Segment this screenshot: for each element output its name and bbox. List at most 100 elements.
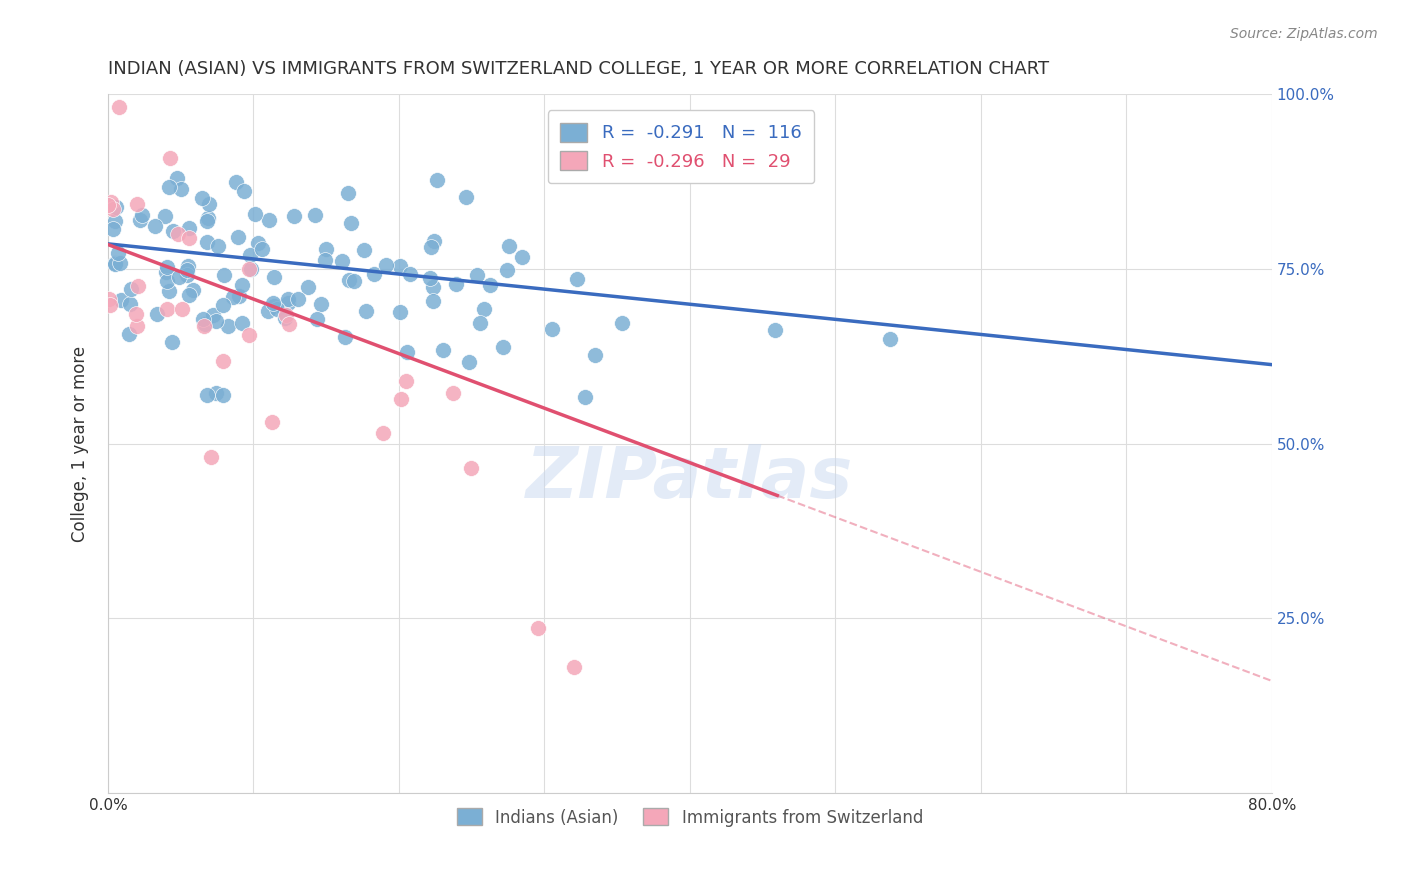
Point <box>304 208 326 222</box>
Point <box>240 262 263 277</box>
Point <box>498 239 520 253</box>
Point <box>287 292 309 306</box>
Point <box>98 298 121 312</box>
Point <box>527 621 550 635</box>
Point <box>309 297 332 311</box>
Point <box>388 304 411 318</box>
Point <box>217 318 239 333</box>
Point <box>363 267 385 281</box>
Point <box>157 180 180 194</box>
Point <box>420 240 443 254</box>
Point <box>143 219 166 233</box>
Point <box>211 298 233 312</box>
Point <box>232 184 254 198</box>
Point <box>422 279 444 293</box>
Point <box>222 290 245 304</box>
Point <box>277 318 299 332</box>
Point <box>104 201 127 215</box>
Point <box>177 230 200 244</box>
Point <box>389 392 412 406</box>
Legend: Indians (Asian), Immigrants from Switzerland: Indians (Asian), Immigrants from Switzer… <box>450 802 929 833</box>
Point <box>98 293 121 307</box>
Point <box>339 217 361 231</box>
Point <box>166 171 188 186</box>
Text: Source: ZipAtlas.com: Source: ZipAtlas.com <box>1230 27 1378 41</box>
Point <box>399 267 422 281</box>
Point <box>314 252 336 267</box>
Point <box>197 211 219 226</box>
Point <box>330 254 353 268</box>
Point <box>124 307 146 321</box>
Point <box>395 374 418 388</box>
Point <box>228 289 250 303</box>
Point <box>307 312 329 326</box>
Point <box>243 207 266 221</box>
Point <box>333 330 356 344</box>
Point <box>432 343 454 358</box>
Point <box>156 260 179 274</box>
Point <box>238 261 260 276</box>
Point <box>162 335 184 350</box>
Point <box>495 263 517 277</box>
Point <box>492 340 515 354</box>
Point <box>252 242 274 256</box>
Point <box>194 317 217 331</box>
Point <box>156 274 179 288</box>
Point <box>195 235 218 250</box>
Point <box>460 461 482 475</box>
Point <box>266 301 288 316</box>
Point <box>104 256 127 270</box>
Point <box>444 277 467 292</box>
Point <box>177 288 200 302</box>
Point <box>146 307 169 321</box>
Point <box>193 319 215 334</box>
Y-axis label: College, 1 year or more: College, 1 year or more <box>72 345 89 541</box>
Point <box>354 303 377 318</box>
Point <box>297 280 319 294</box>
Point <box>200 450 222 464</box>
Point <box>458 355 481 369</box>
Point <box>108 256 131 270</box>
Point <box>156 301 179 316</box>
Point <box>177 221 200 235</box>
Point <box>388 260 411 274</box>
Point <box>191 191 214 205</box>
Text: ZIPatlas: ZIPatlas <box>526 444 853 513</box>
Point <box>100 194 122 209</box>
Point <box>567 271 589 285</box>
Point <box>479 277 502 292</box>
Point <box>176 263 198 277</box>
Point <box>422 294 444 309</box>
Point <box>127 196 149 211</box>
Point <box>336 186 359 200</box>
Point <box>125 318 148 333</box>
Point <box>419 271 441 285</box>
Point <box>277 296 299 310</box>
Point <box>512 251 534 265</box>
Point <box>127 278 149 293</box>
Point <box>153 209 176 223</box>
Point <box>472 302 495 317</box>
Point <box>225 175 247 189</box>
Point <box>120 282 142 296</box>
Point <box>257 213 280 227</box>
Point <box>103 222 125 236</box>
Point <box>541 322 564 336</box>
Text: INDIAN (ASIAN) VS IMMIGRANTS FROM SWITZERLAND COLLEGE, 1 YEAR OR MORE CORRELATIO: INDIAN (ASIAN) VS IMMIGRANTS FROM SWITZE… <box>108 60 1049 78</box>
Point <box>195 214 218 228</box>
Point <box>170 182 193 196</box>
Point <box>131 208 153 222</box>
Point <box>97 198 120 212</box>
Point <box>118 297 141 311</box>
Point <box>167 270 190 285</box>
Point <box>159 151 181 165</box>
Point <box>315 242 337 256</box>
Point <box>465 268 488 282</box>
Point <box>238 327 260 342</box>
Point <box>193 312 215 326</box>
Point <box>207 238 229 252</box>
Point <box>198 197 221 211</box>
Point <box>612 316 634 330</box>
Point <box>583 348 606 362</box>
Point <box>562 660 585 674</box>
